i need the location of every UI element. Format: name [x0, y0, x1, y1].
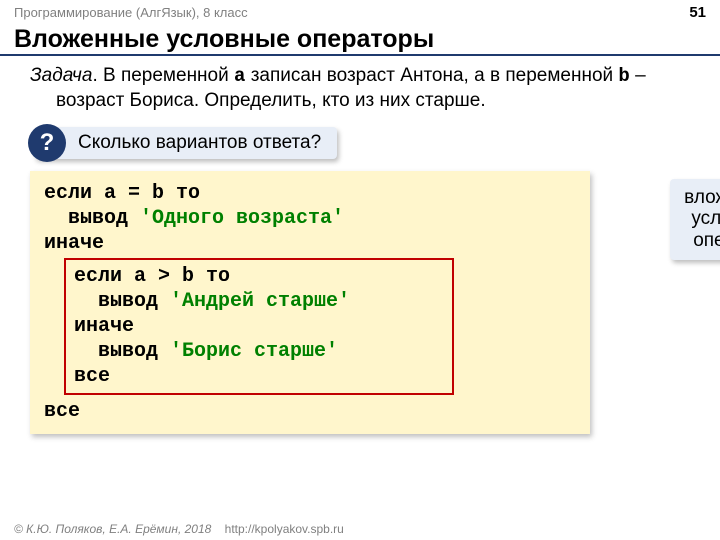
- code-line: вывод 'Одного возраста': [44, 206, 530, 231]
- code-line: все: [44, 399, 530, 424]
- footer: © К.Ю. Поляков, Е.А. Ерёмин, 2018 http:/…: [14, 522, 344, 536]
- question-text: Сколько вариантов ответа?: [78, 132, 321, 154]
- question-bubble: ? Сколько вариантов ответа?: [34, 127, 337, 159]
- nested-code-block: если a > b то вывод 'Андрей старше' инач…: [64, 258, 454, 395]
- content-area: Задача. В переменной a записан возраст А…: [0, 56, 720, 434]
- code-line: вывод 'Андрей старше': [74, 289, 444, 314]
- code-block-wrapper: если a = b то вывод 'Одного возраста' ин…: [30, 171, 706, 434]
- code-line: иначе: [74, 314, 444, 339]
- code-line: вывод 'Борис старше': [74, 339, 444, 364]
- var-b: b: [618, 65, 629, 87]
- side-annotation: вложенный условный оператор: [670, 179, 720, 261]
- page-title: Вложенные условные операторы: [0, 23, 720, 56]
- header-band: Программирование (АлгЯзык), 8 класс 51: [0, 0, 720, 23]
- course-label: Программирование (АлгЯзык), 8 класс: [14, 5, 248, 20]
- footer-url: http://kpolyakov.spb.ru: [225, 522, 344, 536]
- code-block: если a = b то вывод 'Одного возраста' ин…: [30, 171, 590, 434]
- task-text: Задача. В переменной a записан возраст А…: [30, 64, 706, 113]
- task-label: Задача: [30, 65, 92, 86]
- code-line: все: [74, 364, 444, 389]
- var-a: a: [234, 65, 245, 87]
- question-mark-icon: ?: [28, 124, 66, 162]
- copyright: © К.Ю. Поляков, Е.А. Ерёмин, 2018: [14, 522, 211, 536]
- code-line: если a > b то: [74, 264, 444, 289]
- code-line: иначе: [44, 231, 530, 256]
- code-line: если a = b то: [44, 181, 530, 206]
- page-number: 51: [689, 4, 706, 21]
